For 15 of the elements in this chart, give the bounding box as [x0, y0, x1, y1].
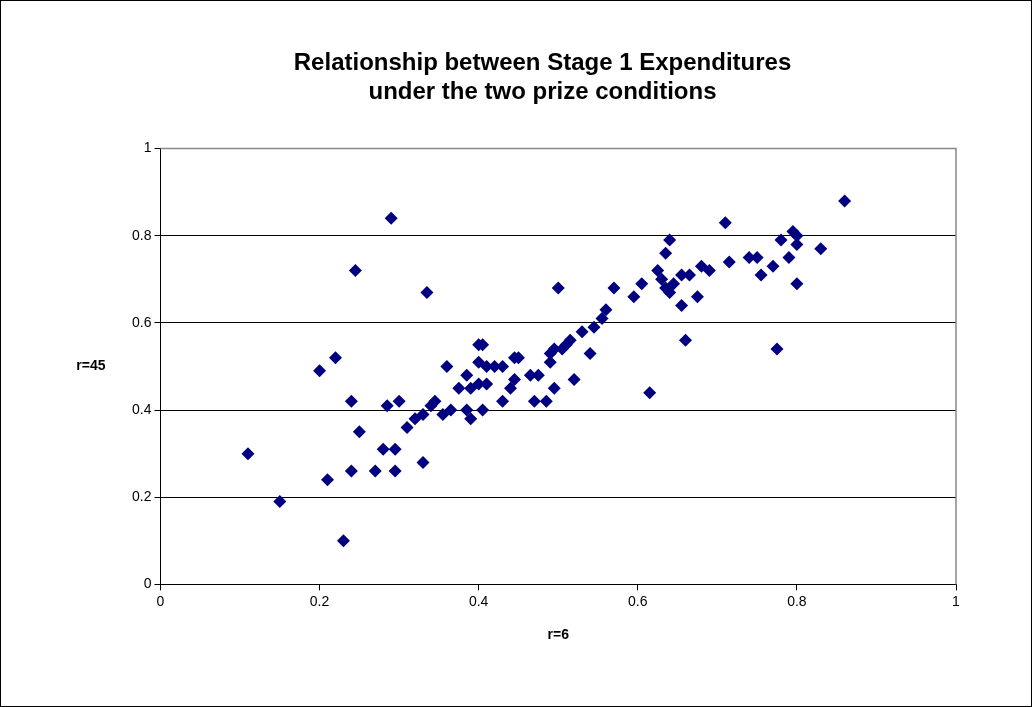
x-tick-label: 0.8: [787, 592, 807, 609]
y-axis-title: r=45: [76, 357, 106, 374]
y-tick-label: 0.4: [131, 400, 152, 417]
y-tick-label: 0.6: [131, 313, 152, 330]
x-tick-label: 1: [952, 592, 961, 609]
x-tick-label: 0.4: [468, 592, 489, 609]
x-tick-label: 0.6: [628, 592, 648, 609]
chart-title: Relationship between Stage 1 Expenditures under the two prize conditions: [293, 48, 792, 104]
x-axis-title: r=6: [547, 626, 570, 643]
x-tick-label: 0.2: [309, 592, 330, 609]
y-tick-label: 0.8: [131, 226, 152, 243]
y-tick-label: 0: [143, 575, 152, 592]
y-tick-label: 0.2: [131, 488, 152, 505]
x-tick-label: 0: [156, 592, 165, 609]
y-tick-label: 1: [143, 139, 152, 156]
